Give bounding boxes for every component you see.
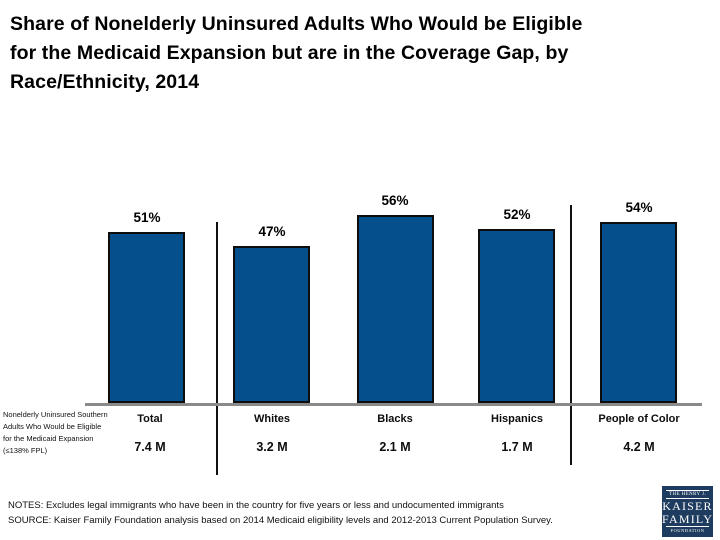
bar-whites [233, 246, 310, 403]
chart-title-line-1: Share of Nonelderly Uninsured Adults Who… [10, 13, 583, 35]
bar-value-label-blacks: 56% [381, 193, 409, 208]
logo-text-the-henry-j: THE HENRY J. [666, 490, 709, 499]
source-line: SOURCE: Kaiser Family Foundation analysi… [8, 514, 553, 526]
separator-line-after-total [216, 222, 218, 475]
logo-text-family: FAMILY [662, 512, 714, 526]
bar-people-of-color [600, 222, 677, 403]
chart-title-line-2: for the Medicaid Expansion but are in th… [10, 42, 569, 64]
bar-value-label-total: 51% [133, 210, 161, 225]
bar-total [108, 232, 185, 403]
separator-line-before-people-of-color [570, 205, 572, 465]
bar-value-label-whites: 47% [258, 224, 286, 239]
count-label-blacks: 2.1 M [379, 440, 411, 454]
row-description-label: Nonelderly Uninsured Southern Adults Who… [3, 410, 108, 455]
logo-text-foundation: FOUNDATION [666, 526, 709, 533]
kaiser-family-foundation-logo: THE HENRY J. KAISER FAMILY FOUNDATION [662, 486, 713, 537]
category-label-hispanics: Hispanics [491, 413, 543, 425]
category-label-whites: Whites [253, 413, 291, 425]
bar-value-label-hispanics: 52% [503, 207, 531, 222]
chart-title: Share of Nonelderly Uninsured Adults Who… [10, 10, 715, 97]
notes-line: NOTES: Excludes legal immigrants who hav… [8, 500, 504, 511]
chart-title-line-3: Race/Ethnicity, 2014 [10, 71, 200, 93]
footer-notes: NOTES: Excludes legal immigrants who hav… [8, 499, 648, 528]
x-axis-line [85, 403, 702, 406]
category-label-total: Total [137, 413, 163, 425]
count-label-whites: 3.2 M [256, 440, 288, 454]
bar-blacks [357, 215, 434, 403]
category-label-people-of-color: People of Color [598, 413, 680, 425]
count-label-total: 7.4 M [134, 440, 166, 454]
bar-value-label-people-of-color: 54% [625, 200, 653, 215]
count-label-hispanics: 1.7 M [501, 440, 533, 454]
count-label-people-of-color: 4.2 M [623, 440, 655, 454]
category-label-blacks: Blacks [377, 413, 413, 425]
logo-text-kaiser: KAISER [662, 499, 713, 513]
bar-hispanics [478, 229, 555, 403]
